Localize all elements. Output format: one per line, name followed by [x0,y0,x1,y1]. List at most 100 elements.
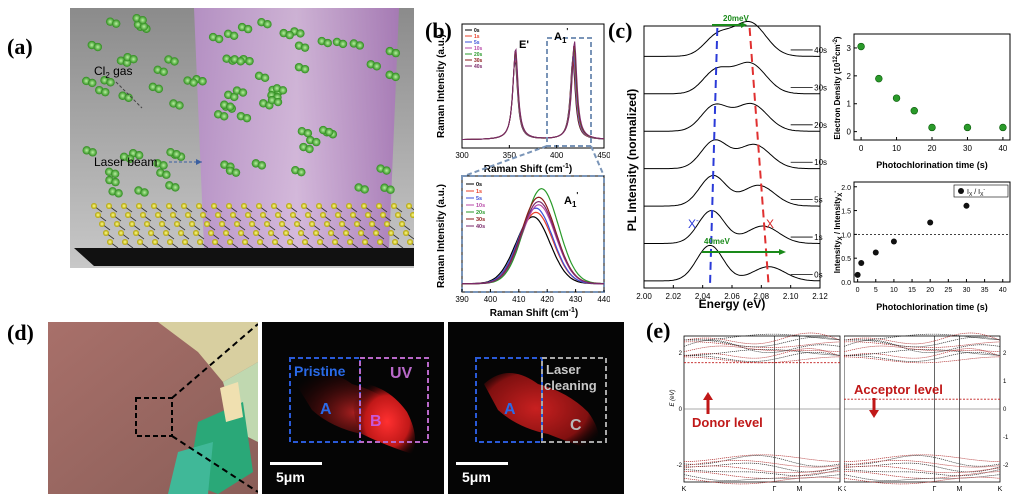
cl-atom [391,72,400,82]
conduction-band [683,345,841,353]
cl-atom [110,169,120,179]
cl-atom [88,78,97,88]
pl-ticks: 2.00 2.02 2.04 2.06 2.08 2.10 2.12 [636,285,828,301]
tick-label-410: 410 [512,295,526,304]
cl-atom [263,20,272,29]
raman-zoom-curve-40s [462,200,604,285]
band-left-ticks: K Γ M K 2 0 -2 [677,351,843,493]
conduction-band [843,339,1001,354]
legend-label-30s: 30s [476,217,485,223]
s-atom [373,230,379,236]
cl-atom [300,43,310,52]
cl-atom [106,78,115,87]
s-atom [260,212,266,218]
band-ytick--2: -2 [677,463,683,469]
ytick-0: 0 [847,128,852,137]
conduction-band [843,341,1001,349]
density-point [963,123,972,132]
tick-label-2.12: 2.12 [812,292,828,301]
time-label-10s: 10s [814,158,827,167]
s-atom [271,203,277,209]
s-atom [148,230,154,236]
raman-bottom-xlabel: Raman Shift (cm-1) [490,307,578,319]
cl-atom [138,15,147,25]
band-left-ylabel: E (eV) [670,389,676,406]
s-atom [290,212,296,218]
valence-band [684,454,840,462]
conduction-band [844,348,1001,356]
tick-label-400: 400 [484,295,498,304]
density-ylabel: Electron Density (1012cm-2) [833,36,842,140]
s-atom [294,221,300,227]
valence-band [683,460,841,468]
acceptor-level-label: Acceptor level [854,382,943,397]
uv-label: UV [390,365,413,382]
tick-label-300: 300 [455,151,469,160]
s-atom [287,239,293,245]
conduction-band [844,356,1000,364]
kpoint-label-M: M [797,486,803,493]
cl-atom [238,88,248,97]
cl-atom [139,22,149,31]
ratio-point [854,271,861,278]
raman-top-xlabel: Raman Shift (cm-1) [484,163,572,175]
schematic-illustration: Cl2 gas Laser beam [70,8,434,268]
s-atom [257,239,263,245]
tick-label-2.06: 2.06 [724,292,740,301]
valence-band [843,469,1001,477]
cl-atom [386,185,395,194]
pl-panel: 40s 30s 20s 10s 5s 1s 0s 2.00 2.02 2.04 2.06 2.08 2… [620,8,830,318]
s-atom [212,239,218,245]
density-xlabel: Photochlorination time (s) [876,160,988,170]
s-atom [249,221,255,227]
conduction-band [683,341,841,349]
valence-band [843,465,1001,474]
tick-label-350: 350 [503,151,517,160]
pl-axes [643,25,821,289]
s-atom [196,203,202,209]
raman-top-curves [462,41,605,140]
legend-label-5s: 5s [476,196,482,202]
s-atom [361,203,367,209]
cl-atom [125,154,135,164]
s-atom [91,203,97,209]
optical-image-panel [48,322,259,494]
cl-atom [198,77,207,86]
scale-bar [270,462,322,465]
s-atom [122,239,128,245]
tick-label-440: 440 [597,295,610,304]
band-structure-acceptor: Acceptor level K Γ M K 2 1 0 -1 -2 [842,332,1009,493]
band-ytick-0: 0 [679,407,683,413]
conduction-band [843,336,1001,348]
region-b-label: B [370,413,382,430]
s-atom [133,230,139,236]
cl-atom [285,30,294,40]
time-label-0s: 0s [814,271,822,280]
kpoint-label-K: K [682,486,687,493]
pl-xlabel: Energy (eV) [699,297,766,311]
tick-label-2.08: 2.08 [754,292,770,301]
s-atom [200,212,206,218]
band-ytick-1: 1 [1003,379,1007,385]
cl-atom [171,183,180,192]
legend-label-40s: 40s [474,64,483,70]
panel-label-b: (b) [425,18,452,43]
cl-atom [243,24,253,34]
cl-atom [355,41,365,50]
cl-atom [140,188,149,197]
valence-band [843,476,1001,485]
s-atom [110,212,116,218]
s-atom [137,239,143,245]
s-atom [136,203,142,209]
cl-atom [214,34,224,44]
density-point [999,123,1007,132]
scale-label: 5μm [276,469,305,485]
band-lines-right [843,332,1001,485]
s-atom [125,212,131,218]
legend-label-5s: 5s [474,40,480,46]
exciton-label: X [766,217,774,231]
s-atom [264,221,270,227]
s-atom [144,221,150,227]
